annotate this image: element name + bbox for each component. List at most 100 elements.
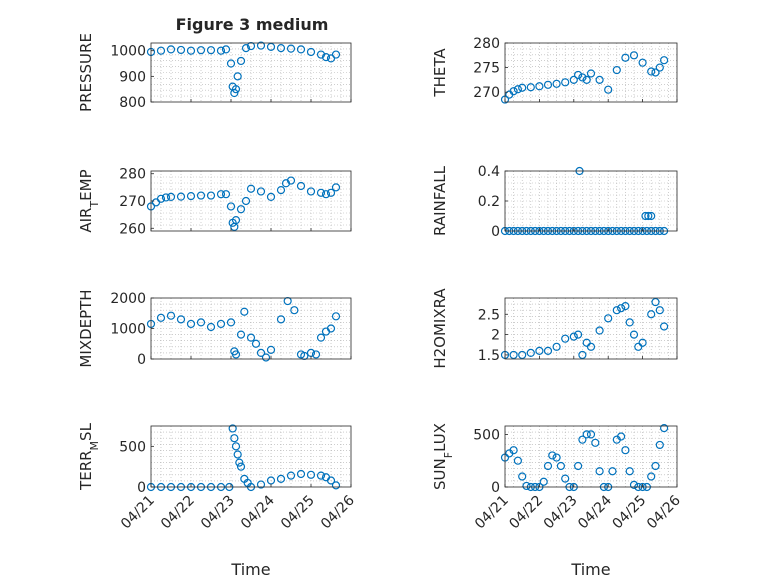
data-point [518, 83, 527, 92]
panel-theta: 270 275 280 THETA [431, 36, 678, 104]
data-point [321, 190, 331, 199]
data-point [604, 85, 613, 94]
data-point [216, 190, 226, 199]
data-point [552, 342, 561, 351]
data-point [316, 188, 326, 197]
data-point [266, 476, 276, 485]
panel-h2omixra: 1.5 2 2.5 H2OMIXRA [431, 288, 678, 369]
y-tick-label: 0 [137, 352, 146, 368]
y-tick-label: 2.5 [478, 307, 500, 323]
data-point [552, 79, 561, 88]
panel-sun_flux: 0 500 SUNFLUX 04/2104/2204/2304/2404/2504/2… [431, 423, 684, 579]
x-tick-label: 04/26 [318, 492, 358, 532]
data-point [659, 424, 669, 433]
grid [505, 171, 677, 231]
data-point [166, 45, 176, 54]
panel-mixdepth: 0 1000 2000 MIXDEPTH [77, 289, 352, 368]
x-tick-label: 04/21 [472, 493, 512, 533]
series-h2omixra [500, 297, 669, 360]
data-point [595, 75, 604, 84]
data-point [186, 46, 196, 55]
data-point [573, 70, 583, 80]
data-point [231, 442, 241, 451]
y-tick-label: 0 [491, 480, 500, 496]
data-point [241, 196, 251, 206]
y-tick-label: 2 [491, 328, 500, 344]
data-point [509, 87, 518, 96]
data-point [316, 50, 326, 59]
y-tick-label: 270 [119, 194, 146, 210]
data-point [316, 333, 326, 342]
y-tick-label: 2000 [110, 291, 146, 307]
y-axis-label: TERRMSL [77, 422, 101, 491]
data-point [522, 481, 531, 491]
y-axis-label: SUNFLUX [431, 423, 455, 490]
y-axis-label: MIXDEPTH [77, 289, 95, 367]
data-point [246, 41, 256, 51]
data-point [569, 332, 578, 341]
data-point [166, 311, 176, 320]
data-point [543, 461, 553, 471]
data-point [595, 467, 604, 476]
data-point [543, 80, 553, 89]
data-point [326, 54, 336, 63]
data-point [266, 192, 276, 202]
series-theta [500, 51, 669, 104]
data-point [241, 44, 251, 53]
data-point [616, 304, 626, 313]
data-point [230, 434, 239, 443]
data-point [321, 53, 331, 62]
data-point [647, 310, 656, 319]
data-point [647, 472, 656, 481]
data-point [231, 215, 241, 225]
data-point [326, 188, 336, 197]
panel-pressure: 800 900 1000 PRESSURE [77, 33, 352, 112]
data-point [306, 187, 316, 196]
y-axis-label: PRESSURE [77, 33, 95, 112]
y-tick-label: 1000 [110, 322, 146, 338]
figure-title: Figure 3 medium [176, 15, 329, 34]
data-point [311, 350, 321, 359]
data-point [236, 56, 246, 66]
data-point [651, 461, 660, 471]
x-tick-label: 04/25 [278, 493, 318, 533]
data-point [641, 211, 650, 221]
panel-terr_msl: 0 500 TERRMSL 04/21 04/22 04/23 04/24 04/25 04/2… [77, 422, 358, 579]
x-tick-label: 04/21 [118, 493, 158, 533]
data-point [586, 342, 596, 351]
data-point [266, 345, 276, 354]
data-point [604, 314, 613, 323]
data-point [286, 176, 296, 185]
data-point [543, 346, 553, 355]
y-tick-label: 0.4 [478, 164, 500, 180]
data-point [647, 67, 656, 76]
series-pressure [146, 41, 341, 98]
data-point [513, 85, 523, 94]
data-point [535, 346, 544, 355]
data-point [261, 353, 271, 362]
y-tick-label: 0 [137, 480, 146, 496]
data-point [552, 453, 561, 462]
data-point [286, 471, 296, 480]
data-point [638, 338, 647, 347]
data-point [556, 461, 566, 471]
data-point [196, 318, 206, 327]
data-point [283, 296, 292, 306]
data-point [206, 46, 216, 55]
data-point [578, 73, 587, 82]
plot-area [505, 43, 677, 102]
data-point [235, 458, 244, 467]
data-point [509, 350, 518, 360]
x-tick-label: 04/25 [610, 493, 650, 533]
data-point [206, 322, 216, 332]
series-air_temp [146, 176, 341, 232]
data-point [578, 350, 587, 360]
y-tick-label: 260 [119, 221, 146, 237]
data-point [228, 424, 237, 433]
y-tick-label: 275 [473, 61, 500, 77]
axes-box [504, 42, 678, 103]
data-point [166, 192, 176, 202]
data-point [621, 446, 630, 455]
y-tick-label: 900 [119, 69, 146, 85]
data-point [647, 211, 656, 221]
